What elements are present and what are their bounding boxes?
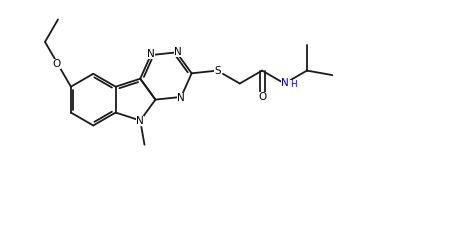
Text: N: N xyxy=(281,78,289,88)
Text: H: H xyxy=(290,80,296,89)
Text: N: N xyxy=(136,115,144,126)
Text: O: O xyxy=(52,59,61,69)
Text: S: S xyxy=(214,66,220,76)
Text: N: N xyxy=(177,93,185,103)
Text: N: N xyxy=(147,49,155,59)
Text: O: O xyxy=(258,92,266,102)
Text: N: N xyxy=(174,47,182,57)
